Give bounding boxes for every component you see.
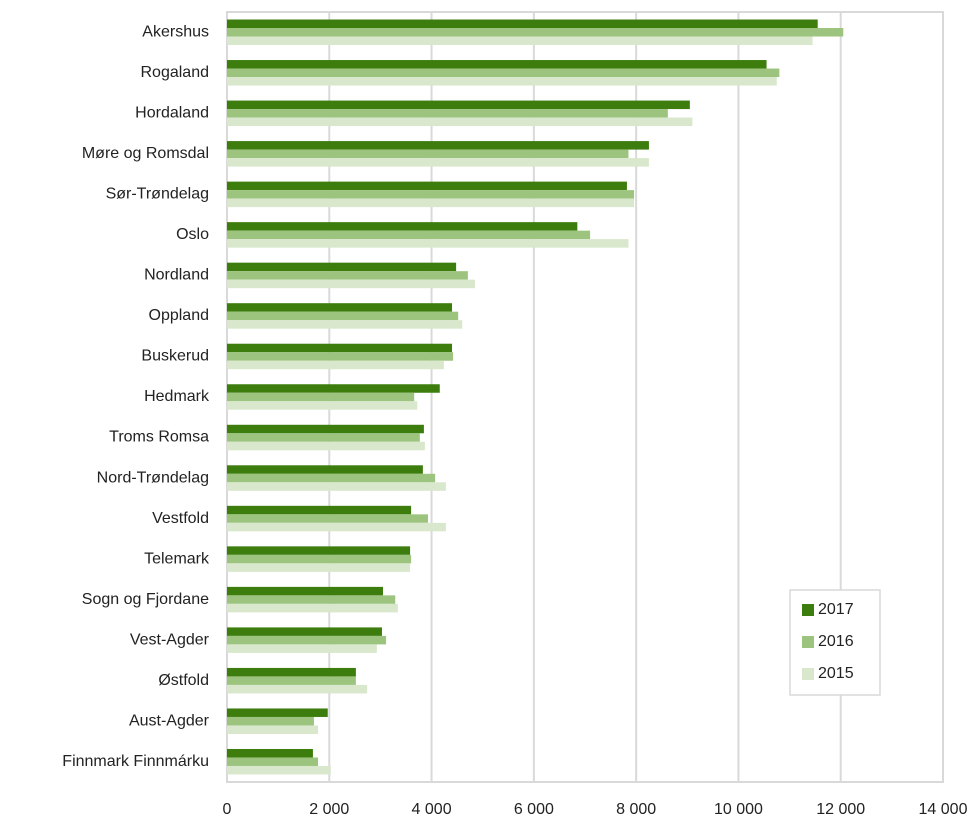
y-tick-label: Rogaland xyxy=(141,64,210,81)
bar xyxy=(227,433,420,442)
bar xyxy=(227,109,668,118)
bar xyxy=(227,181,627,191)
bar xyxy=(227,725,319,734)
bar xyxy=(227,360,444,370)
legend-label: 2015 xyxy=(818,665,854,682)
bar xyxy=(227,563,411,572)
x-tick-label: 6 000 xyxy=(514,801,554,818)
bar xyxy=(227,384,440,393)
bar xyxy=(227,765,331,775)
y-tick-label: Østfold xyxy=(158,672,209,689)
bar xyxy=(227,279,476,289)
y-tick-label: Nordland xyxy=(144,267,209,284)
legend-swatch xyxy=(802,668,814,680)
y-tick-label: Finnmark Finnmárku xyxy=(62,753,209,770)
bar xyxy=(227,117,693,127)
bar xyxy=(227,676,356,685)
x-tick-label: 10 000 xyxy=(714,801,763,818)
bar xyxy=(227,343,453,353)
bar xyxy=(227,514,428,523)
legend-label: 2017 xyxy=(818,601,854,618)
bar xyxy=(227,239,629,248)
bar xyxy=(227,644,377,653)
y-tick-label: Møre og Romsdal xyxy=(82,145,209,162)
y-tick-label: Hedmark xyxy=(144,388,210,405)
bar xyxy=(227,262,457,272)
x-tick-label: 2 000 xyxy=(309,801,349,818)
x-tick-label: 8 000 xyxy=(616,801,656,818)
bar xyxy=(227,667,356,677)
bar xyxy=(227,708,328,717)
y-tick-label: Vest-Agder xyxy=(130,631,210,648)
bar xyxy=(227,190,635,199)
bar xyxy=(227,320,463,329)
y-tick-label: Akershus xyxy=(142,23,209,40)
y-tick-label: Oppland xyxy=(149,307,210,324)
x-tick-label: 14 000 xyxy=(919,801,968,818)
bar xyxy=(227,748,313,758)
bar xyxy=(227,684,368,694)
y-tick-label: Aust-Agder xyxy=(129,712,210,729)
bar xyxy=(227,716,314,726)
bar xyxy=(227,100,690,110)
bar xyxy=(227,198,635,208)
legend-swatch xyxy=(802,604,814,616)
bar xyxy=(227,141,649,150)
bar xyxy=(227,482,446,491)
bar xyxy=(227,757,319,766)
x-tick-label: 0 xyxy=(223,801,232,818)
bar xyxy=(227,505,412,515)
bar xyxy=(227,149,629,159)
y-tick-label: Nord-Trøndelag xyxy=(97,469,209,486)
bar xyxy=(227,352,454,361)
bar xyxy=(227,546,411,555)
y-tick-label: Vestfold xyxy=(152,510,209,527)
bar xyxy=(227,158,649,167)
y-tick-label: Sør-Trøndelag xyxy=(106,186,209,203)
y-tick-label: Troms Romsa xyxy=(109,429,209,446)
x-tick-label: 4 000 xyxy=(412,801,452,818)
bar xyxy=(227,311,459,321)
y-tick-label: Telemark xyxy=(144,550,210,567)
bar xyxy=(227,595,396,604)
bar xyxy=(227,303,453,312)
bar xyxy=(227,19,818,29)
bar xyxy=(227,60,767,69)
bar xyxy=(227,465,423,474)
bar xyxy=(227,36,813,46)
bar xyxy=(227,271,468,280)
bar xyxy=(227,554,412,564)
bar xyxy=(227,603,398,613)
bar xyxy=(227,28,844,37)
y-tick-label: Oslo xyxy=(176,226,209,243)
bar xyxy=(227,392,415,402)
bar xyxy=(227,401,418,410)
y-tick-label: Sogn og Fjordane xyxy=(82,591,209,608)
x-tick-label: 12 000 xyxy=(816,801,865,818)
bar xyxy=(227,635,387,645)
bar xyxy=(227,473,436,483)
bar xyxy=(227,522,446,532)
bar xyxy=(227,424,424,434)
y-tick-label: Hordaland xyxy=(135,105,209,122)
y-tick-label: Buskerud xyxy=(141,348,209,365)
legend-swatch xyxy=(802,636,814,648)
bar xyxy=(227,627,382,636)
bar xyxy=(227,230,591,240)
bar xyxy=(227,441,425,451)
bar xyxy=(227,68,780,78)
bar xyxy=(227,222,578,231)
bar xyxy=(227,586,383,596)
legend-label: 2016 xyxy=(818,633,854,650)
bar xyxy=(227,77,777,86)
